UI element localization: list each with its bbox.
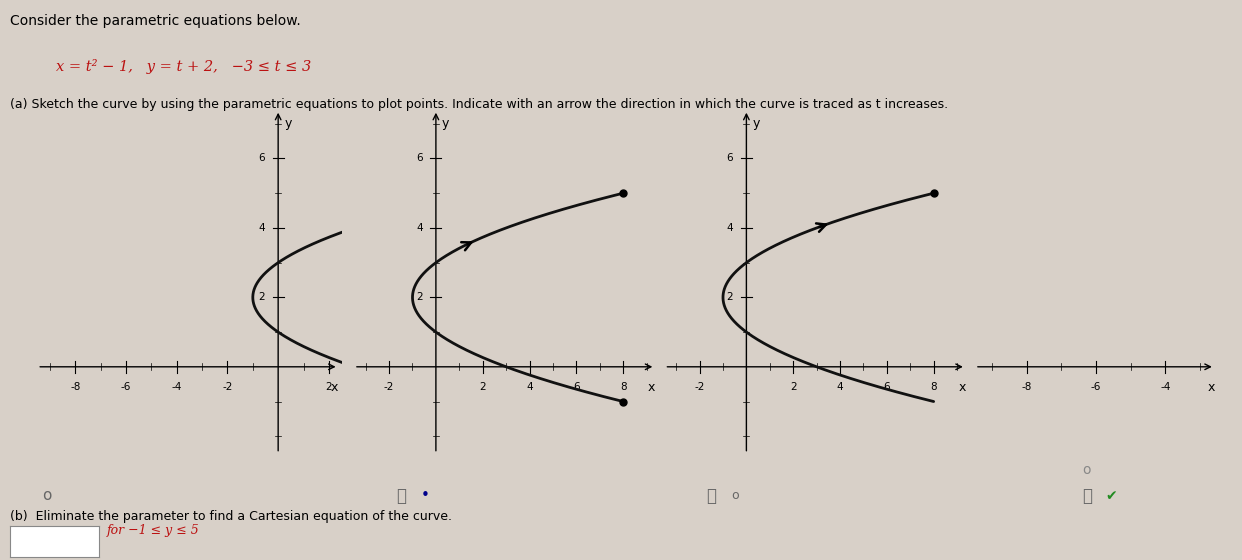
Text: ⓘ: ⓘ [1082, 487, 1092, 505]
Text: (b)  Eliminate the parameter to find a Cartesian equation of the curve.: (b) Eliminate the parameter to find a Ca… [10, 510, 452, 522]
Text: -8: -8 [70, 382, 81, 392]
Text: x: x [959, 381, 966, 394]
Text: Consider the parametric equations below.: Consider the parametric equations below. [10, 14, 301, 28]
Text: ⓘ: ⓘ [707, 487, 717, 505]
Text: 2: 2 [727, 292, 733, 302]
Text: 6: 6 [416, 153, 422, 164]
Text: 2: 2 [325, 382, 332, 392]
Text: x: x [648, 381, 656, 394]
Text: 6: 6 [883, 382, 891, 392]
Text: -2: -2 [222, 382, 232, 392]
Text: x: x [332, 381, 339, 394]
Text: y: y [753, 117, 760, 130]
Text: 4: 4 [416, 223, 422, 233]
Text: 2: 2 [479, 382, 486, 392]
Text: o: o [732, 489, 739, 502]
Text: -4: -4 [171, 382, 181, 392]
Text: for −1 ≤ y ≤ 5: for −1 ≤ y ≤ 5 [107, 524, 200, 538]
Text: 2: 2 [258, 292, 265, 302]
Text: 8: 8 [620, 382, 626, 392]
Text: 6: 6 [258, 153, 265, 164]
Text: o: o [42, 488, 52, 503]
Text: 4: 4 [727, 223, 733, 233]
Text: x: x [1207, 381, 1215, 394]
Text: •: • [420, 488, 430, 503]
Text: y: y [442, 117, 450, 130]
Text: -4: -4 [1160, 382, 1170, 392]
Text: ⓘ: ⓘ [396, 487, 406, 505]
Text: -6: -6 [120, 382, 132, 392]
Text: 2: 2 [416, 292, 422, 302]
Text: 8: 8 [930, 382, 936, 392]
Text: o: o [1083, 464, 1090, 477]
Text: -2: -2 [384, 382, 394, 392]
Text: -2: -2 [694, 382, 704, 392]
Text: y: y [284, 117, 292, 130]
Text: 6: 6 [573, 382, 580, 392]
Text: 4: 4 [837, 382, 843, 392]
Text: -8: -8 [1022, 382, 1032, 392]
Text: 4: 4 [527, 382, 533, 392]
Text: 2: 2 [790, 382, 796, 392]
Text: 6: 6 [727, 153, 733, 164]
Text: x = t² − 1,   y = t + 2,   −3 ≤ t ≤ 3: x = t² − 1, y = t + 2, −3 ≤ t ≤ 3 [56, 59, 312, 74]
Text: 4: 4 [258, 223, 265, 233]
Text: -6: -6 [1090, 382, 1102, 392]
Text: ✔: ✔ [1105, 488, 1118, 503]
Text: (a) Sketch the curve by using the parametric equations to plot points. Indicate : (a) Sketch the curve by using the parame… [10, 98, 948, 111]
